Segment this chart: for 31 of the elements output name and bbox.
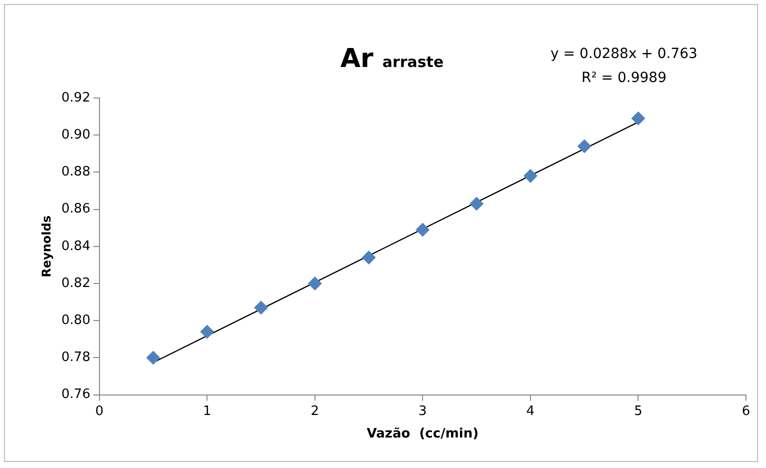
x-tick-label: 3 — [418, 404, 427, 419]
x-tick-label: 6 — [742, 404, 750, 419]
point — [146, 350, 160, 365]
point — [254, 300, 268, 315]
y-tick-label: 0.90 — [61, 127, 90, 142]
x-tick-label: 2 — [310, 404, 320, 419]
x-tick-label: 5 — [634, 404, 642, 419]
y-tick-label: 0.76 — [61, 387, 90, 402]
point — [362, 250, 376, 265]
point — [470, 196, 484, 211]
y-tick-label: 0.84 — [61, 238, 90, 254]
x-tick-label: 0 — [95, 404, 104, 419]
x-axis-title: Vazão (cc/min) — [366, 426, 479, 442]
x-tick-label: 4 — [526, 404, 535, 419]
y-axis-title: Reynolds — [39, 215, 54, 278]
y-tick-label: 0.88 — [61, 164, 90, 180]
point — [308, 276, 322, 290]
y-tick-label: 0.80 — [61, 312, 90, 328]
chart-title: Ar arraste — [340, 44, 444, 74]
y-tick-label: 0.92 — [61, 90, 90, 106]
x-tick-label: 1 — [202, 404, 212, 419]
text: y = 0.0288x + 0.763 — [550, 46, 698, 62]
point — [416, 222, 430, 237]
y-tick-label: 0.82 — [61, 276, 90, 291]
point — [577, 139, 592, 154]
point — [200, 324, 214, 339]
point — [523, 168, 538, 183]
text: R² = 0.9989 — [582, 70, 666, 86]
y-tick-label: 0.86 — [61, 202, 90, 217]
y-tick-label: 0.78 — [61, 350, 90, 366]
point — [631, 111, 646, 126]
